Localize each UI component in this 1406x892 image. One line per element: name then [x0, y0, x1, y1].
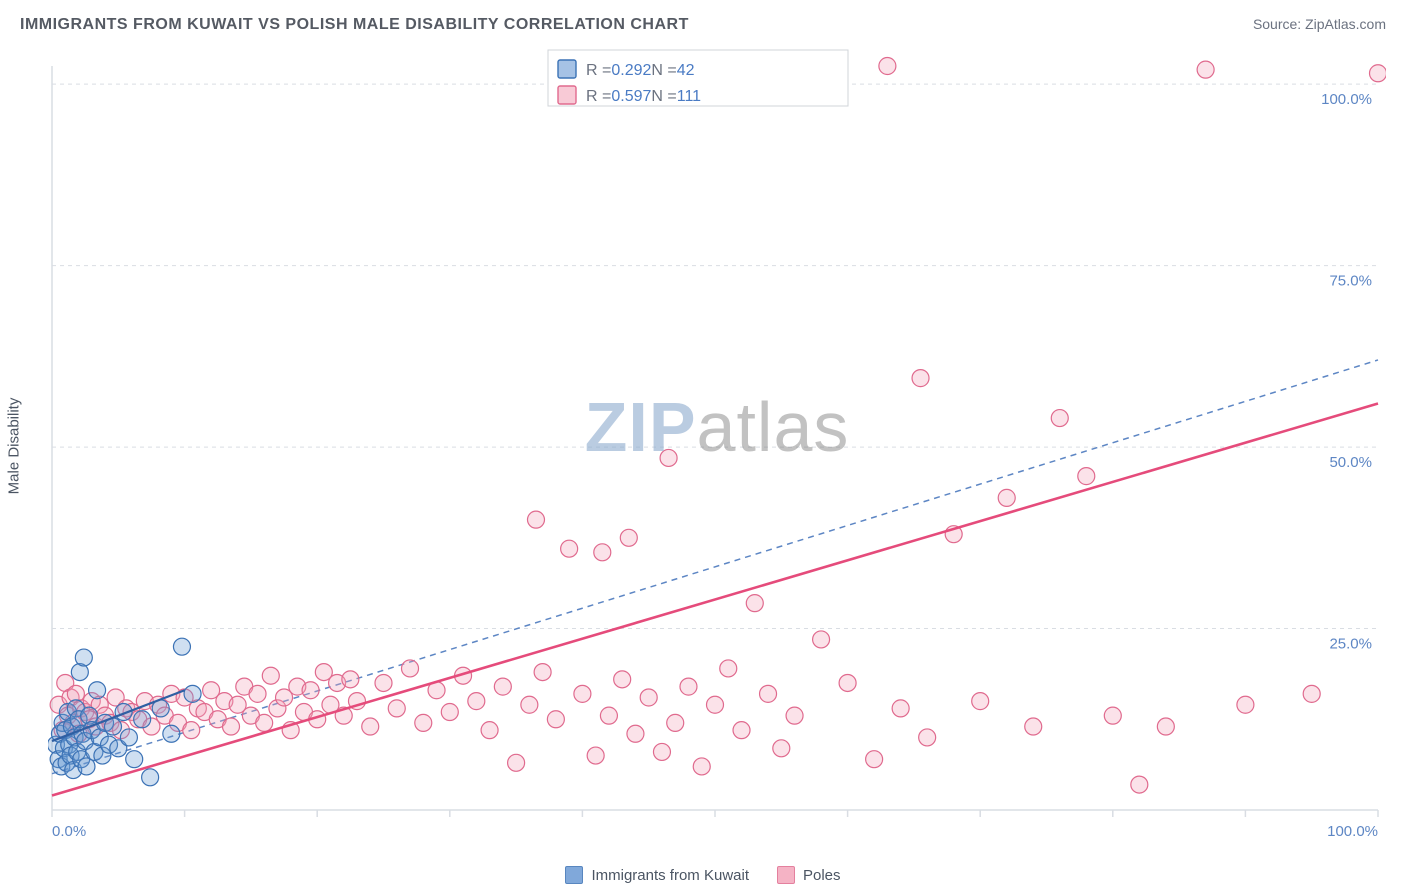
legend-item-poles: Poles — [777, 866, 841, 884]
chart-container: 25.0% 50.0% 75.0% 100.0% 0.0% 100.0% R = 0.292… — [48, 48, 1386, 838]
svg-text:75.0%: 75.0% — [1329, 273, 1372, 290]
svg-text:R =: R = — [586, 62, 611, 79]
svg-text:111: 111 — [677, 88, 701, 105]
y-axis-label: Male Disability — [6, 398, 23, 495]
svg-text:0.597: 0.597 — [611, 88, 651, 105]
svg-text:100.0%: 100.0% — [1321, 91, 1372, 108]
svg-text:N =: N = — [651, 88, 676, 105]
legend-swatch-icon — [777, 866, 795, 884]
source-credit: Source: ZipAtlas.com — [1253, 16, 1386, 32]
scatter-chart: 25.0% 50.0% 75.0% 100.0% 0.0% 100.0% R = 0.292… — [48, 48, 1386, 838]
svg-text:N =: N = — [651, 62, 676, 79]
legend-item-kuwait: Immigrants from Kuwait — [565, 866, 749, 884]
svg-text:R =: R = — [586, 88, 611, 105]
svg-text:0.292: 0.292 — [611, 62, 651, 79]
legend-label: Poles — [803, 867, 841, 884]
svg-text:50.0%: 50.0% — [1329, 454, 1372, 471]
legend-swatch-icon — [565, 866, 583, 884]
svg-text:100.0%: 100.0% — [1327, 823, 1378, 838]
svg-text:0.0%: 0.0% — [52, 823, 86, 838]
chart-title: IMMIGRANTS FROM KUWAIT VS POLISH MALE DI… — [20, 16, 689, 34]
legend-label: Immigrants from Kuwait — [591, 867, 749, 884]
bottom-legend: Immigrants from Kuwait Poles — [0, 866, 1406, 884]
svg-text:42: 42 — [677, 62, 695, 79]
svg-text:25.0%: 25.0% — [1329, 636, 1372, 653]
